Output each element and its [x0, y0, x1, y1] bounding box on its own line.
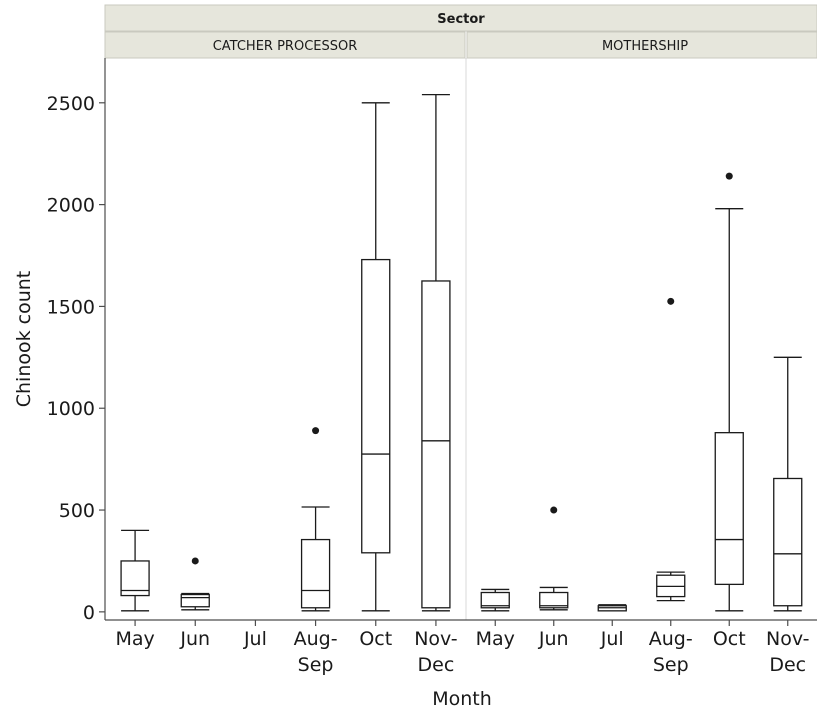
box-mothership-oct — [714, 172, 744, 612]
facet-title-strip — [104, 4, 817, 32]
panel-strip-mothership — [466, 31, 817, 59]
facet-title: Sector — [437, 12, 485, 27]
x-tick-label: Nov- — [766, 628, 809, 650]
x-tick-label: Dec — [769, 654, 806, 676]
y-tick-label: 0 — [83, 602, 95, 624]
box-catcher-processor-oct — [361, 102, 391, 612]
y-tick-label: 2500 — [47, 93, 95, 115]
x-axis-title: Month — [432, 688, 492, 710]
panel-label-mothership: MOTHERSHIP — [602, 39, 688, 54]
y-axis-title: Chinook count — [13, 271, 35, 408]
iqr-box — [773, 477, 803, 607]
outlier-point — [725, 172, 733, 180]
outlier-point — [312, 427, 320, 435]
x-tick-label: Dec — [418, 654, 455, 676]
iqr-box — [300, 538, 331, 609]
panel-strip-catcher-processor — [104, 31, 466, 59]
facet-strips: Sector CATCHER PROCESSOR MOTHERSHIP — [104, 4, 817, 59]
y-axis: 0 500 1000 1500 2000 2500 — [47, 58, 106, 624]
iqr-box — [480, 591, 510, 609]
iqr-box — [120, 560, 150, 597]
box-catcher-processor-aug-sep — [300, 427, 331, 612]
x-axis: May Jun Jul Aug- Sep Oct Nov- Dec May Jun Jul Aug- S… — [105, 619, 817, 676]
x-tick-label: Oct — [713, 628, 746, 650]
iqr-box — [180, 593, 210, 608]
x-tick-label: Sep — [653, 654, 689, 676]
x-tick-label: Nov- — [414, 628, 457, 650]
box-marks — [120, 94, 803, 612]
box-mothership-nov-dec — [773, 356, 803, 612]
x-tick-label: Aug- — [294, 628, 338, 650]
x-tick-label: Jun — [538, 628, 569, 650]
outlier-point — [667, 297, 675, 305]
iqr-box — [539, 591, 569, 609]
x-tick-label: Jun — [179, 628, 210, 650]
outlier-point — [550, 506, 558, 514]
y-tick-label: 2000 — [47, 195, 95, 217]
y-tick-label: 1500 — [47, 296, 95, 318]
iqr-box — [421, 280, 451, 609]
box-mothership-jun — [539, 506, 569, 611]
y-tick-label: 500 — [59, 500, 95, 522]
box-catcher-processor-nov-dec — [421, 94, 451, 612]
outlier-point — [191, 557, 199, 565]
x-tick-label: Sep — [298, 654, 334, 676]
y-tick-label: 1000 — [47, 398, 95, 420]
box-catcher-processor-jun — [180, 557, 210, 611]
x-tick-label: Oct — [359, 628, 392, 650]
box-catcher-processor-may — [120, 529, 150, 612]
box-mothership-aug-sep — [656, 297, 686, 602]
box-mothership-may — [480, 588, 510, 612]
panel-label-catcher-processor: CATCHER PROCESSOR — [213, 39, 358, 54]
x-tick-label: Jul — [600, 628, 624, 650]
box-mothership-jul — [597, 604, 627, 612]
iqr-box — [714, 432, 744, 586]
x-tick-label: Aug- — [649, 628, 693, 650]
x-tick-label: May — [476, 628, 515, 650]
x-tick-label: Jul — [243, 628, 267, 650]
x-tick-label: May — [115, 628, 154, 650]
iqr-box — [361, 258, 391, 554]
